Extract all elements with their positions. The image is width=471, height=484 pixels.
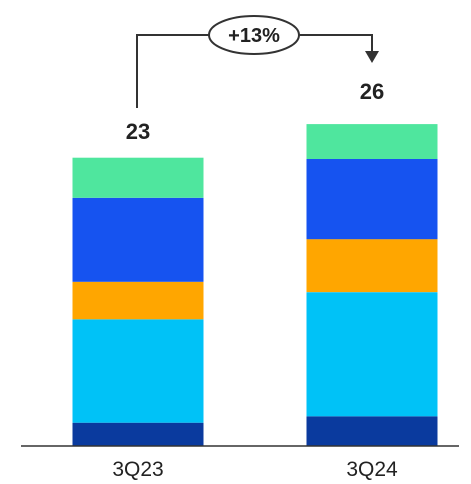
- bar-segment-3q24-4: [306, 159, 438, 240]
- bar-segment-3q23-3: [72, 281, 204, 320]
- bar-segment-3q23-5: [72, 157, 204, 198]
- total-label-3q23: 23: [126, 119, 150, 144]
- bar-segment-3q24-1: [306, 416, 438, 446]
- bars-layer: [72, 124, 438, 446]
- growth-bubble: [208, 15, 300, 55]
- bar-segment-3q24-2: [306, 292, 438, 417]
- category-label-3q23: 3Q23: [112, 458, 163, 481]
- bar-segment-3q24-5: [306, 124, 438, 159]
- category-label-3q24: 3Q24: [346, 458, 398, 481]
- total-label-3q24: 26: [360, 79, 384, 104]
- bar-segment-3q23-1: [72, 422, 204, 446]
- growth-label: +13%: [228, 25, 280, 47]
- growth-connector: [136, 34, 373, 108]
- bar-segment-3q24-3: [306, 239, 438, 293]
- bar-segment-3q23-4: [72, 197, 204, 282]
- bar-segment-3q23-2: [72, 319, 204, 423]
- growth-arrowhead: [365, 51, 379, 63]
